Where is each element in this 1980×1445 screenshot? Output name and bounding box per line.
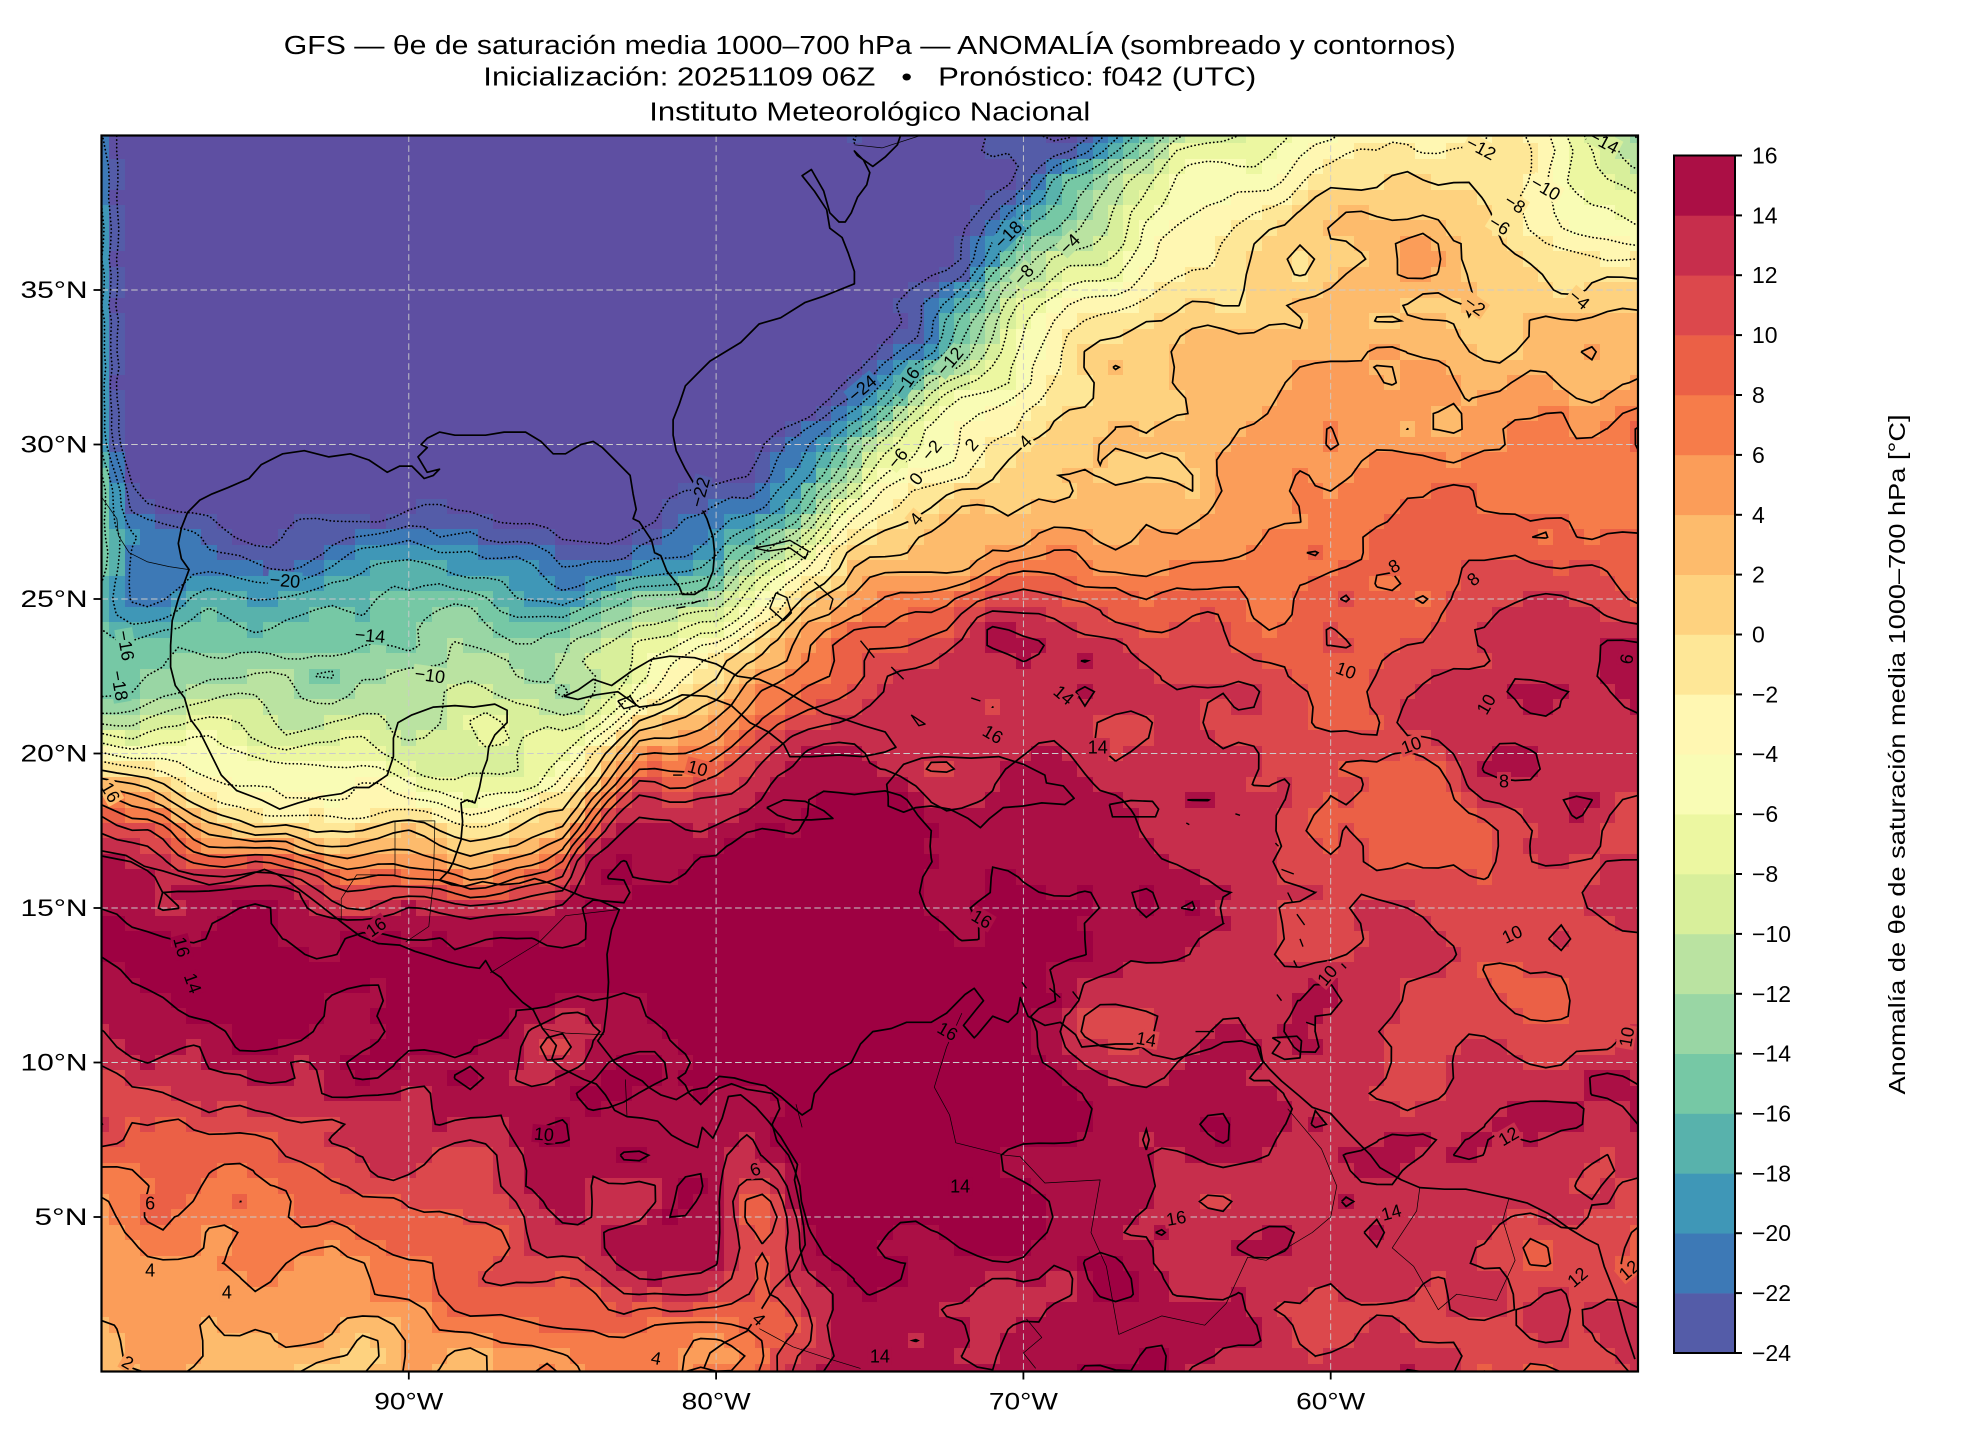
svg-text:12: 12 (1615, 1256, 1643, 1284)
svg-text:Instituto Meteorológico Nacion: Instituto Meteorológico Nacional (649, 98, 1090, 126)
svg-text:5°N: 5°N (35, 1204, 88, 1231)
svg-text:14: 14 (870, 1347, 890, 1367)
svg-text:25°N: 25°N (21, 586, 88, 613)
svg-text:12: 12 (1752, 262, 1778, 288)
svg-text:10: 10 (1752, 322, 1778, 348)
svg-text:16: 16 (97, 779, 124, 806)
svg-text:35°N: 35°N (21, 277, 88, 304)
svg-text:4: 4 (222, 1283, 232, 1303)
svg-text:−16: −16 (1752, 1101, 1791, 1127)
svg-text:14: 14 (1088, 738, 1108, 758)
svg-text:−18: −18 (1752, 1160, 1791, 1186)
svg-text:−10: −10 (1752, 921, 1791, 947)
svg-text:4: 4 (1752, 502, 1765, 528)
svg-text:14: 14 (1752, 202, 1778, 228)
svg-text:70°W: 70°W (989, 1389, 1058, 1416)
svg-text:2: 2 (1752, 562, 1765, 588)
svg-text:16: 16 (1165, 1207, 1188, 1230)
svg-text:10: 10 (1615, 1025, 1638, 1048)
svg-text:−20: −20 (269, 569, 301, 592)
svg-text:4: 4 (145, 1261, 155, 1281)
svg-text:6: 6 (1616, 652, 1637, 665)
svg-text:8: 8 (1499, 772, 1509, 792)
svg-text:−14: −14 (354, 624, 386, 647)
svg-text:14: 14 (950, 1177, 970, 1197)
svg-text:80°W: 80°W (682, 1389, 751, 1416)
svg-text:15°N: 15°N (21, 895, 88, 922)
svg-text:−10: −10 (413, 663, 446, 687)
svg-text:−4: −4 (1752, 741, 1778, 767)
svg-text:−6: −6 (1752, 801, 1778, 827)
svg-text:30°N: 30°N (21, 432, 88, 459)
svg-text:0: 0 (1752, 622, 1765, 648)
svg-text:−2: −2 (1752, 681, 1778, 707)
svg-text:6: 6 (145, 1194, 155, 1214)
svg-text:10: 10 (533, 1124, 555, 1146)
svg-text:Inicialización: 20251109 06Z: Inicialización: 20251109 06Z • Pronóstic… (483, 64, 1256, 92)
svg-text:90°W: 90°W (374, 1389, 443, 1416)
svg-text:20°N: 20°N (21, 741, 88, 768)
svg-text:GFS — θe de saturación media 1: GFS — θe de saturación media 1000–700 hP… (284, 31, 1456, 60)
svg-text:6: 6 (1752, 442, 1765, 468)
svg-text:16: 16 (1752, 143, 1778, 169)
svg-text:4: 4 (649, 1348, 662, 1369)
svg-text:−12: −12 (1752, 981, 1791, 1007)
svg-text:60°W: 60°W (1296, 1389, 1365, 1416)
svg-text:−22: −22 (1752, 1280, 1791, 1306)
svg-text:Anomalía de θe de saturación m: Anomalía de θe de saturación media 1000–… (1884, 415, 1910, 1095)
svg-text:−8: −8 (1752, 861, 1778, 887)
svg-text:−24: −24 (1752, 1340, 1791, 1366)
svg-text:−14: −14 (1752, 1041, 1791, 1067)
svg-text:−20: −20 (1752, 1220, 1791, 1246)
svg-text:14: 14 (1135, 1028, 1158, 1051)
svg-text:10°N: 10°N (21, 1050, 88, 1077)
svg-text:8: 8 (1752, 382, 1765, 408)
